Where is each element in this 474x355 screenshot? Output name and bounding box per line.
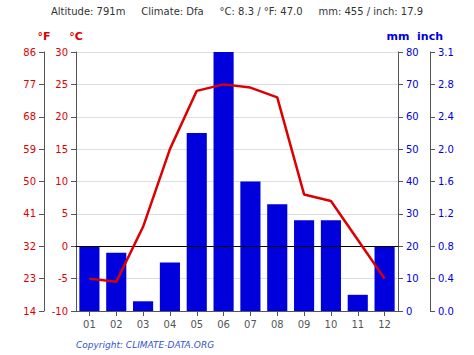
svg-text:3.1: 3.1 [438, 47, 454, 58]
svg-text:80: 80 [406, 47, 419, 58]
svg-text:50: 50 [406, 144, 419, 155]
svg-text:20: 20 [55, 111, 68, 122]
svg-text:0.8: 0.8 [438, 241, 454, 252]
svg-text:06: 06 [217, 319, 230, 330]
svg-text:50: 50 [23, 176, 36, 187]
svg-text:0: 0 [62, 241, 68, 252]
svg-text:2.0: 2.0 [438, 144, 454, 155]
svg-text:1.6: 1.6 [438, 176, 454, 187]
svg-text:0.4: 0.4 [438, 273, 454, 284]
svg-text:10: 10 [325, 319, 338, 330]
svg-text:70: 70 [406, 79, 419, 90]
svg-text:41: 41 [23, 208, 36, 219]
svg-text:10: 10 [406, 273, 419, 284]
svg-text:04: 04 [164, 319, 177, 330]
svg-text:-10: -10 [52, 306, 68, 317]
svg-text:23: 23 [23, 273, 36, 284]
svg-text:°F: °F [37, 30, 50, 43]
svg-text:Altitude: 791m Climate: Df: Altitude: 791m Climate: Dfa °C: 8.3 / °F… [51, 6, 423, 17]
svg-text:20: 20 [406, 241, 419, 252]
svg-text:°C: °C [69, 30, 83, 43]
svg-text:30: 30 [55, 47, 68, 58]
svg-text:10: 10 [55, 176, 68, 187]
svg-text:60: 60 [406, 111, 419, 122]
svg-text:68: 68 [23, 111, 36, 122]
svg-text:0: 0 [406, 306, 412, 317]
svg-text:15: 15 [55, 144, 68, 155]
svg-text:11: 11 [351, 319, 364, 330]
svg-text:0.0: 0.0 [438, 306, 454, 317]
svg-text:86: 86 [23, 47, 36, 58]
svg-text:30: 30 [406, 208, 419, 219]
svg-text:01: 01 [83, 319, 96, 330]
svg-text:2.8: 2.8 [438, 79, 454, 90]
svg-text:2.4: 2.4 [438, 111, 454, 122]
svg-text:Copyright: CLIMATE-DATA.ORG: Copyright: CLIMATE-DATA.ORG [76, 340, 214, 350]
svg-text:02: 02 [110, 319, 123, 330]
svg-text:-5: -5 [58, 273, 68, 284]
svg-text:inch: inch [417, 30, 443, 43]
svg-text:mm: mm [387, 30, 410, 43]
svg-text:32: 32 [23, 241, 36, 252]
svg-text:08: 08 [271, 319, 284, 330]
svg-text:03: 03 [137, 319, 150, 330]
svg-text:59: 59 [23, 144, 36, 155]
svg-text:40: 40 [406, 176, 419, 187]
svg-text:12: 12 [378, 319, 391, 330]
svg-text:1.2: 1.2 [438, 208, 454, 219]
svg-text:5: 5 [62, 208, 68, 219]
svg-text:14: 14 [23, 306, 36, 317]
svg-text:07: 07 [244, 319, 257, 330]
svg-text:05: 05 [190, 319, 203, 330]
svg-text:25: 25 [55, 79, 68, 90]
svg-text:77: 77 [23, 79, 36, 90]
svg-text:09: 09 [298, 319, 311, 330]
